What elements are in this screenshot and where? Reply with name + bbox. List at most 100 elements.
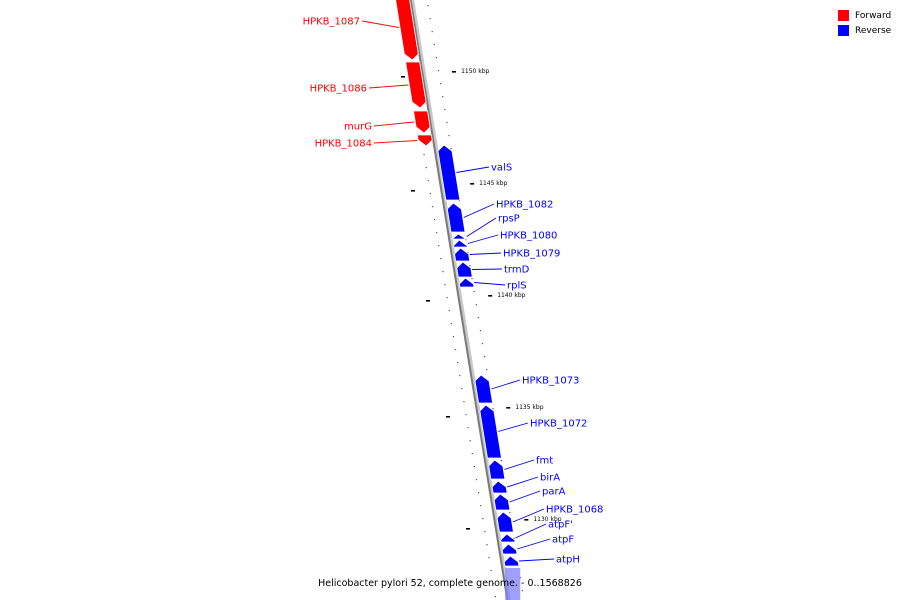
minor-tick <box>454 349 457 351</box>
gene-rpls <box>458 277 475 288</box>
minor-tick <box>509 512 511 514</box>
legend-label-forward: Forward <box>855 10 892 21</box>
minor-tick <box>423 154 425 156</box>
minor-tick <box>425 167 427 169</box>
gene-label: atpH <box>556 555 580 566</box>
gene-label: HPKB_1082 <box>496 200 553 211</box>
minor-tick <box>513 538 515 540</box>
minor-tick <box>437 70 440 72</box>
gene-leader-line <box>361 20 400 28</box>
gene-murg <box>413 110 431 134</box>
gene-leader-line <box>517 538 551 550</box>
minor-tick <box>442 271 444 273</box>
minor-tick <box>444 284 446 286</box>
gene-para <box>493 493 511 511</box>
minor-tick <box>457 362 459 364</box>
minor-tick <box>431 206 434 208</box>
gene-leader-line <box>512 508 545 523</box>
minor-tick <box>458 200 461 202</box>
gene-leader-line <box>466 217 497 237</box>
gene-atph <box>503 555 520 567</box>
minor-tick <box>467 427 469 429</box>
minor-tick <box>450 323 452 325</box>
gene-label: HPKB_1072 <box>530 419 587 430</box>
gene-leader-line <box>373 140 418 144</box>
gene-leader-line <box>463 203 495 218</box>
gene-label: fmt <box>536 456 553 467</box>
minor-tick <box>494 596 496 598</box>
gene-leader-line <box>504 459 535 470</box>
gene-atpf <box>501 543 518 555</box>
gene-leader-line <box>368 84 409 89</box>
minor-tick <box>429 193 431 195</box>
minor-tick <box>448 135 450 137</box>
gene-label: rplS <box>507 281 527 292</box>
minor-tick <box>459 375 461 377</box>
gene-leader-line <box>474 282 506 286</box>
partial-gene-fade <box>505 568 521 600</box>
gene-label: trmD <box>504 265 530 276</box>
minor-tick <box>446 297 448 299</box>
gene-leader-line <box>472 268 503 270</box>
tick-label: 1145 kbp <box>479 180 507 187</box>
gene-leader-line <box>519 558 555 562</box>
minor-tick <box>484 531 486 533</box>
minor-tick <box>482 518 484 520</box>
minor-tick <box>475 304 477 306</box>
minor-tick <box>473 291 475 293</box>
major-tick <box>524 519 529 521</box>
gene-leader-line <box>515 523 547 539</box>
minor-tick <box>465 414 467 416</box>
gene-hpkb-1084 <box>416 134 433 147</box>
minor-tick <box>473 466 476 468</box>
minor-tick <box>450 148 452 150</box>
gene-label: HPKB_1079 <box>503 249 560 260</box>
minor-tick <box>477 317 479 319</box>
gene-leader-line <box>507 476 539 488</box>
gene-hpkb-1072 <box>479 404 502 459</box>
minor-tick <box>433 44 435 46</box>
legend-item-reverse: Reverse <box>838 23 891 38</box>
left-tick-dash <box>446 416 450 418</box>
gene-leader-line <box>469 252 502 255</box>
gene-label: murG <box>344 122 372 133</box>
left-tick-dash <box>426 300 430 302</box>
gene-label: HPKB_1068 <box>546 505 603 516</box>
minor-tick <box>465 239 467 241</box>
minor-tick <box>484 356 486 358</box>
minor-tick <box>467 252 469 254</box>
minor-tick <box>438 245 440 247</box>
gene-label: rpsP <box>498 214 520 225</box>
minor-tick <box>488 557 490 559</box>
minor-tick <box>435 57 438 59</box>
gene-vals <box>437 144 461 201</box>
minor-tick <box>492 583 494 585</box>
major-tick <box>506 407 511 409</box>
gene-label: HPKB_1086 <box>310 84 367 95</box>
minor-tick <box>471 453 473 455</box>
left-tick-dash <box>466 528 470 530</box>
minor-tick <box>475 479 478 481</box>
gene-label: HPKB_1084 <box>315 139 372 150</box>
minor-tick <box>490 570 492 572</box>
genome-backbone <box>409 0 509 600</box>
major-tick <box>488 295 493 297</box>
minor-tick <box>448 310 450 312</box>
gene-label: birA <box>540 473 560 484</box>
gene-label: atpF <box>552 535 574 546</box>
legend-item-forward: Forward <box>838 8 891 23</box>
minor-tick <box>469 440 471 442</box>
gene-fmt <box>488 459 506 480</box>
major-tick <box>452 71 457 73</box>
gene-hpkb-1079 <box>454 247 471 262</box>
gene-bira <box>491 480 508 494</box>
genome-caption: Helicobacter pylori 52, complete genome.… <box>318 578 582 589</box>
minor-tick <box>427 5 429 7</box>
minor-tick <box>440 83 442 85</box>
gene-label: parA <box>542 487 566 498</box>
minor-tick <box>480 505 482 507</box>
minor-tick <box>431 31 433 33</box>
left-tick-dash <box>401 76 405 78</box>
tick-label: 1150 kbp <box>461 68 489 75</box>
